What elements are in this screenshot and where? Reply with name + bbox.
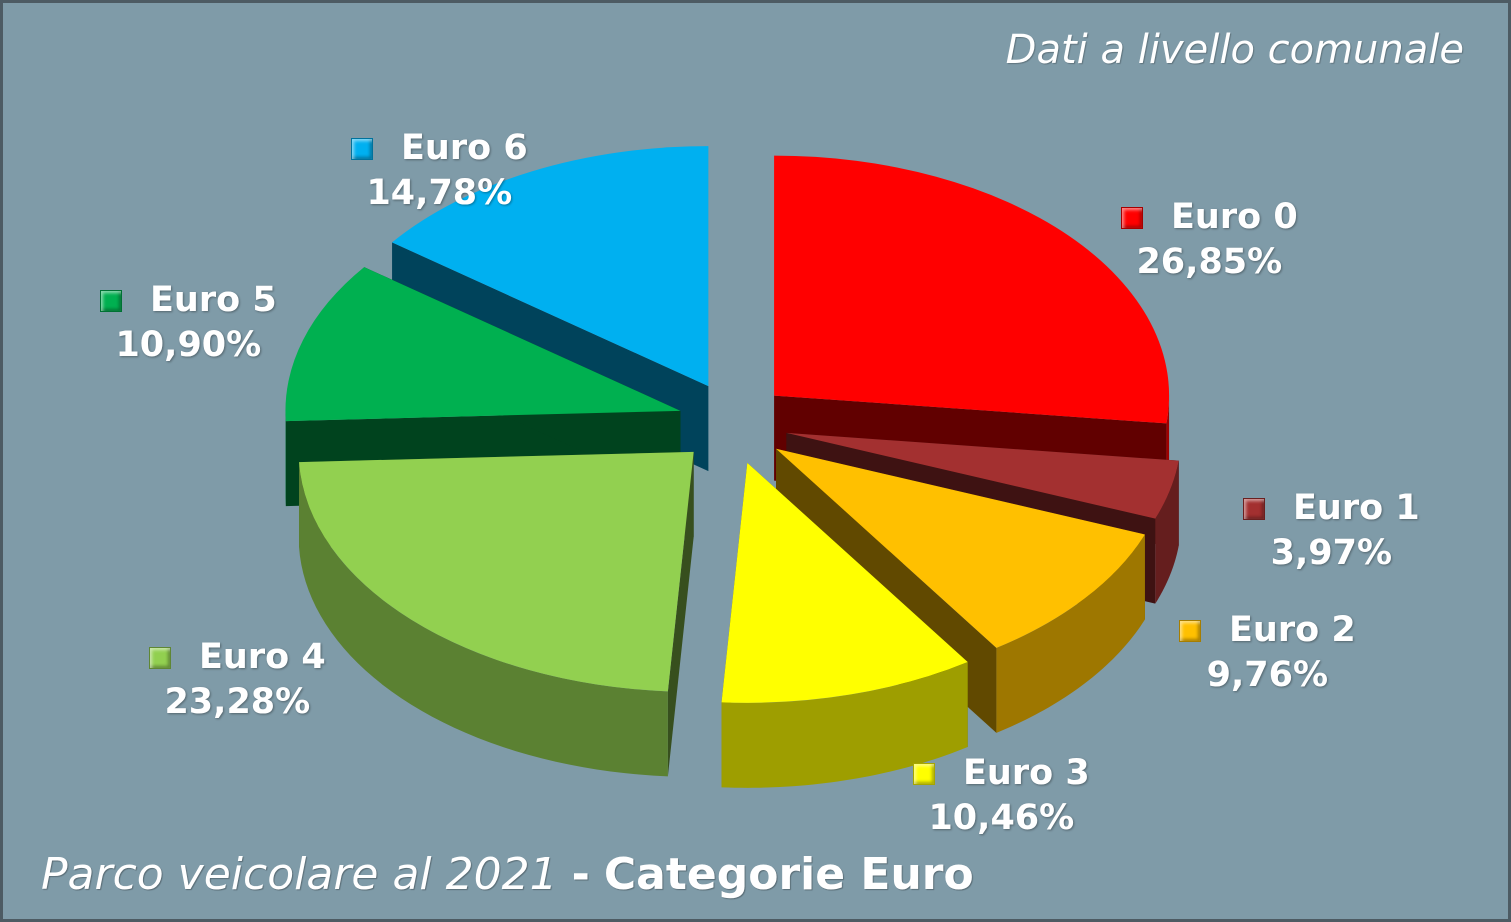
legend-marker-euro-2 [1179,619,1201,642]
chart-title-separator: - [571,849,590,900]
slice-label-euro-6: Euro 6 14,78% [351,126,528,216]
chart-title-regular: Parco veicolare al 2021 [41,849,558,900]
slice-label-euro-2: Euro 2 9,76% [1179,608,1356,698]
legend-marker-euro-0 [1121,206,1143,229]
pie-side-walls [285,146,1179,788]
chart-title: Parco veicolare al 2021 - Categorie Euro [41,849,974,900]
chart-title-bold: Categorie Euro [603,849,974,900]
slice-label-euro-0: Euro 0 26,85% [1121,195,1298,285]
legend-marker-euro-3 [913,762,935,785]
chart-subtitle: Dati a livello comunale [1005,27,1464,73]
slice-label-euro-4: Euro 4 23,28% [149,635,326,725]
legend-marker-euro-4 [149,646,171,669]
pie-slice-outer-wall-euro-2-0 [996,534,1145,733]
pie-slice-top-euro-0 [774,155,1170,424]
pie-slice-outer-wall-euro-4-0 [299,462,668,777]
pie-chart [285,146,1179,788]
pie-slice-outer-wall-euro-1-0 [1155,460,1179,604]
legend-marker-euro-5 [100,289,122,312]
legend-marker-euro-6 [351,137,373,160]
pie-slice-top-euro-5 [285,267,681,422]
legend-marker-euro-1 [1243,497,1265,520]
pie-slice-euro-4 [299,451,694,777]
pie-slice-top-euro-4 [299,451,694,692]
pie-slice-top-euro-2 [776,448,1145,648]
pie-slice-outer-wall-euro-3-0 [721,662,968,788]
slice-label-euro-1: Euro 1 3,97% [1243,486,1420,576]
slice-label-euro-5: Euro 5 10,90% [100,278,277,368]
slice-label-euro-3: Euro 3 10,46% [913,751,1090,841]
pie-slice-top-euro-6 [392,146,709,387]
pie-slice-top-euro-1 [786,432,1179,519]
pie-slice-top-euro-3 [721,462,968,703]
pie-slice-euro-3 [721,462,968,788]
